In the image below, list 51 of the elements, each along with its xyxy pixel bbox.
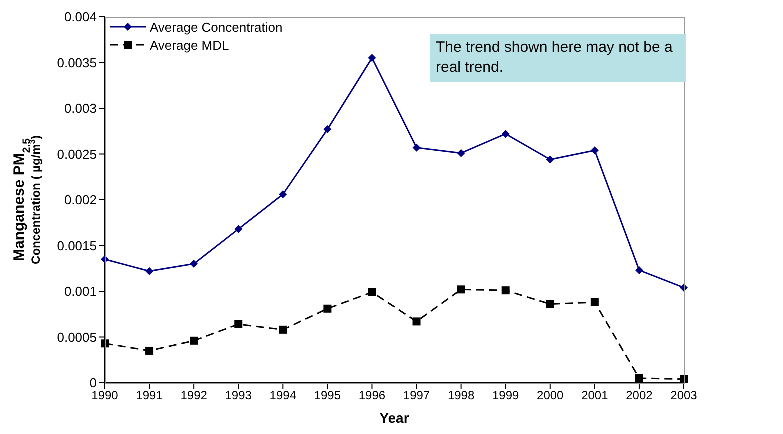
point	[590, 298, 599, 306]
x-tick-label: 1994	[270, 388, 297, 403]
x-tick-label: 1991	[136, 388, 164, 403]
y-tick-label: 0.0005	[57, 330, 97, 345]
point	[546, 156, 554, 164]
y-tick-label: 0	[90, 376, 97, 391]
point	[279, 190, 288, 199]
point	[502, 286, 510, 295]
x-tick-label: 2000	[537, 388, 564, 403]
point	[324, 126, 332, 134]
point	[412, 144, 421, 152]
y-tick-label: 0.0015	[57, 238, 97, 254]
y-tick-label: 0.001	[64, 284, 97, 300]
x-tick-label: 1995	[314, 388, 342, 403]
annotation: The trend shown here may not be a real trend.	[430, 34, 686, 82]
x-tick-label: 1992	[180, 388, 208, 403]
point	[635, 374, 644, 382]
x-tick-label: 1997	[403, 388, 430, 403]
point	[190, 260, 198, 268]
point	[368, 54, 376, 62]
y-tick-label: 0.002	[64, 192, 97, 208]
x-tick-label: 1998	[448, 388, 475, 403]
point	[234, 320, 243, 328]
point	[279, 326, 288, 334]
point	[502, 130, 510, 138]
x-tick-label: 1993	[225, 388, 252, 403]
y-tick-label: 0.003	[64, 101, 97, 116]
y-tick-label: 0.0035	[57, 55, 97, 70]
x-tick-label: 1999	[492, 388, 520, 403]
y-tick-label: 0.0025	[57, 146, 97, 162]
point	[190, 336, 198, 345]
point	[635, 266, 644, 274]
x-tick-label: 2001	[582, 388, 609, 403]
point	[368, 288, 376, 296]
point	[234, 225, 243, 234]
point	[590, 146, 599, 155]
x-tick-label: 2003	[670, 388, 698, 403]
x-axis-title: Year	[380, 410, 410, 426]
point	[146, 346, 154, 355]
y-tick-label: 0.004	[64, 10, 97, 25]
legend-label: Average MDL	[150, 38, 230, 52]
legend-label: Average Concentration	[150, 20, 283, 34]
point	[412, 318, 421, 326]
point	[457, 149, 466, 158]
point	[546, 300, 554, 308]
x-tick-label: 1996	[358, 388, 386, 403]
x-tick-label: 1990	[92, 388, 119, 403]
point	[457, 286, 466, 294]
x-tick-label: 2002	[626, 388, 654, 403]
point	[146, 267, 154, 276]
point	[324, 304, 332, 313]
